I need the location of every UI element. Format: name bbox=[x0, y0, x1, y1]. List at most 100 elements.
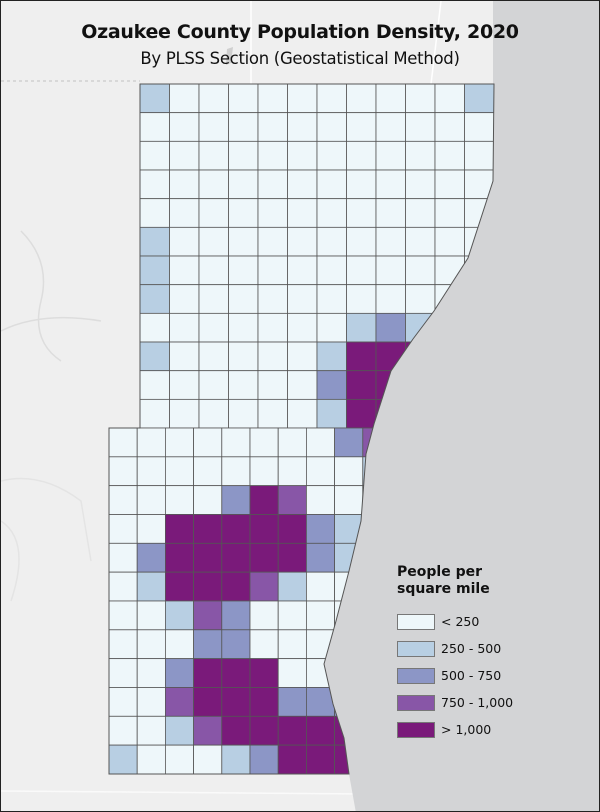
plss-section bbox=[346, 140, 377, 171]
plss-section bbox=[375, 198, 406, 228]
plss-section bbox=[305, 600, 335, 631]
plss-section bbox=[136, 485, 166, 515]
plss-section bbox=[287, 284, 318, 314]
plss-section bbox=[136, 456, 166, 487]
plss-section bbox=[109, 687, 138, 717]
plss-section bbox=[109, 514, 138, 544]
plss-section bbox=[405, 169, 436, 200]
plss-section bbox=[375, 84, 406, 114]
plss-section bbox=[198, 140, 229, 171]
legend: People per square mile < 250 250 - 500 5… bbox=[397, 564, 513, 743]
county-outline bbox=[108, 83, 495, 775]
plss-section bbox=[169, 341, 200, 372]
plss-section bbox=[136, 744, 166, 774]
small-lake bbox=[226, 47, 233, 65]
plss-section bbox=[136, 715, 166, 746]
plss-section bbox=[305, 687, 335, 717]
plss-section bbox=[193, 571, 223, 602]
plss-section bbox=[136, 629, 166, 660]
plss-section bbox=[375, 169, 406, 200]
plss-section bbox=[169, 112, 200, 142]
legend-label: > 1,000 bbox=[441, 722, 492, 737]
plss-section bbox=[464, 169, 494, 200]
plss-section bbox=[169, 284, 200, 314]
plss-section bbox=[434, 198, 465, 228]
plss-section bbox=[109, 658, 138, 688]
plss-section bbox=[305, 485, 335, 515]
plss-section bbox=[136, 658, 166, 688]
plss-section bbox=[193, 629, 223, 660]
plss-section bbox=[316, 84, 347, 114]
plss-section bbox=[287, 169, 318, 200]
plss-section bbox=[193, 658, 223, 688]
plss-section bbox=[464, 84, 494, 114]
plss-section bbox=[316, 341, 347, 372]
plss-section bbox=[164, 744, 194, 774]
plss-section bbox=[198, 198, 229, 228]
plss-section bbox=[375, 140, 406, 171]
plss-section bbox=[316, 398, 347, 429]
plss-section bbox=[405, 226, 436, 257]
plss-section bbox=[169, 312, 200, 343]
plss-section bbox=[139, 341, 170, 372]
plss-section bbox=[221, 485, 251, 515]
plss-section bbox=[257, 312, 288, 343]
plss-section bbox=[334, 427, 364, 458]
plss-section bbox=[139, 169, 170, 200]
plss-section bbox=[139, 84, 170, 114]
plss-section bbox=[287, 312, 318, 343]
plss-section bbox=[169, 198, 200, 228]
legend-title-line2: square mile bbox=[397, 581, 490, 597]
plss-section bbox=[198, 341, 229, 372]
plss-section bbox=[221, 715, 251, 746]
plss-section bbox=[109, 427, 138, 458]
plss-section bbox=[434, 84, 465, 114]
plss-section bbox=[136, 600, 166, 631]
plss-section bbox=[405, 198, 436, 228]
plss-section bbox=[287, 370, 318, 400]
map-subtitle: By PLSS Section (Geostatistical Method) bbox=[140, 49, 460, 68]
plss-section bbox=[136, 571, 166, 602]
plss-section bbox=[164, 542, 194, 573]
plss-section bbox=[169, 398, 200, 429]
plss-section bbox=[139, 140, 170, 171]
plss-section bbox=[346, 112, 377, 142]
plss-section bbox=[109, 629, 138, 660]
plss-section bbox=[221, 658, 251, 688]
plss-section bbox=[316, 198, 347, 228]
plss-section bbox=[257, 255, 288, 286]
plss-section bbox=[198, 84, 229, 114]
plss-section bbox=[139, 398, 170, 429]
plss-section bbox=[139, 198, 170, 228]
plss-section bbox=[228, 169, 259, 200]
plss-section bbox=[434, 112, 465, 142]
plss-section bbox=[334, 456, 364, 487]
plss-section bbox=[109, 485, 138, 515]
plss-section bbox=[257, 169, 288, 200]
plss-section bbox=[249, 687, 279, 717]
plss-section bbox=[287, 198, 318, 228]
plss-section bbox=[346, 84, 377, 114]
legend-title-line1: People per bbox=[397, 564, 482, 580]
plss-section bbox=[228, 255, 259, 286]
plss-section bbox=[136, 514, 166, 544]
plss-section bbox=[316, 284, 347, 314]
plss-section bbox=[287, 84, 318, 114]
plss-section bbox=[221, 514, 251, 544]
plss-section bbox=[221, 687, 251, 717]
plss-section bbox=[287, 255, 318, 286]
plss-section bbox=[249, 715, 279, 746]
plss-section bbox=[198, 312, 229, 343]
plss-section bbox=[193, 514, 223, 544]
plss-section bbox=[228, 398, 259, 429]
plss-section bbox=[249, 629, 279, 660]
legend-swatch bbox=[397, 613, 435, 630]
plss-section bbox=[305, 571, 335, 602]
plss-section bbox=[334, 485, 364, 515]
plss-section bbox=[249, 514, 279, 544]
plss-section bbox=[257, 398, 288, 429]
plss-section bbox=[277, 715, 307, 746]
legend-item: 750 - 1,000 bbox=[397, 689, 513, 716]
legend-item: < 250 bbox=[397, 608, 513, 635]
plss-section bbox=[228, 341, 259, 372]
